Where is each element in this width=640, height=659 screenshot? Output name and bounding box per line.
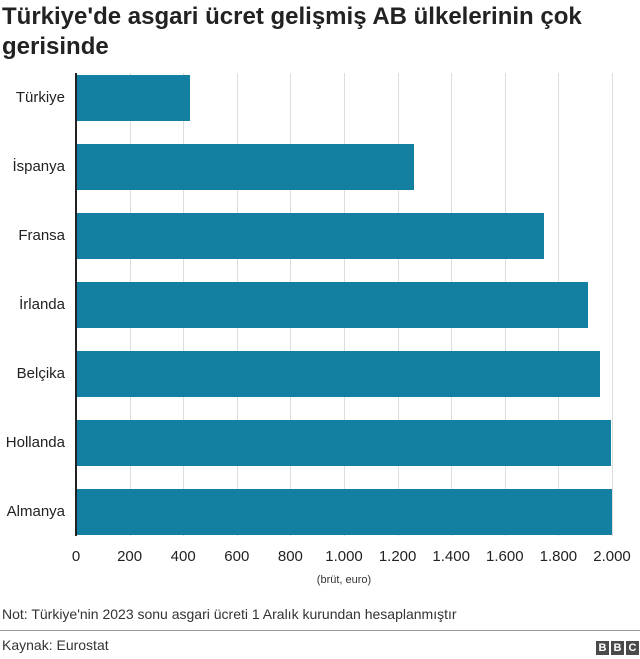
bar bbox=[77, 351, 600, 397]
category-label: Hollanda bbox=[5, 434, 65, 451]
x-tick-label: 1.800 bbox=[539, 548, 578, 565]
bbc-logo: B B C bbox=[596, 641, 639, 655]
x-tick-label: 800 bbox=[277, 548, 303, 565]
x-tick-label: 200 bbox=[117, 548, 143, 565]
bar bbox=[77, 489, 612, 535]
bbc-logo-letter: B bbox=[596, 641, 609, 655]
bbc-logo-letter: B bbox=[611, 641, 624, 655]
x-tick-label: 0 bbox=[71, 548, 81, 565]
category-label: Belçika bbox=[16, 365, 65, 382]
bar bbox=[77, 75, 191, 121]
source-text: Kaynak: Eurostat bbox=[2, 637, 109, 653]
x-tick-label: 1.600 bbox=[486, 548, 524, 565]
chart-title: Türkiye'de asgari ücret gelişmiş AB ülke… bbox=[2, 3, 582, 60]
x-tick-label: 2.000 bbox=[593, 548, 631, 565]
footer-divider bbox=[0, 630, 640, 631]
bar bbox=[77, 420, 611, 466]
plot-area: 0 200 400 600 800 1.000 1.200 1.400 1.600 1.800 2.… bbox=[5, 73, 631, 565]
category-label: İspanya bbox=[12, 158, 65, 175]
chart-note: Not: Türkiye'nin 2023 sonu asgari ücreti… bbox=[2, 606, 457, 622]
gridline bbox=[612, 73, 613, 536]
x-tick-label: 600 bbox=[224, 548, 250, 565]
bbc-logo-letter: C bbox=[626, 641, 639, 655]
x-tick-label: 1.200 bbox=[378, 548, 417, 565]
x-tick-label: 1.000 bbox=[325, 548, 363, 565]
bar bbox=[77, 144, 414, 190]
x-axis-label: (brüt, euro) bbox=[316, 574, 372, 586]
category-label: İrlanda bbox=[19, 296, 65, 313]
y-axis-line bbox=[75, 73, 77, 536]
bar bbox=[77, 282, 588, 328]
x-tick-label: 1.400 bbox=[432, 548, 470, 565]
bar bbox=[77, 213, 545, 259]
x-tick-label: 400 bbox=[170, 548, 196, 565]
category-label: Fransa bbox=[18, 227, 65, 244]
category-label: Almanya bbox=[6, 503, 65, 520]
category-label: Türkiye bbox=[15, 89, 65, 106]
